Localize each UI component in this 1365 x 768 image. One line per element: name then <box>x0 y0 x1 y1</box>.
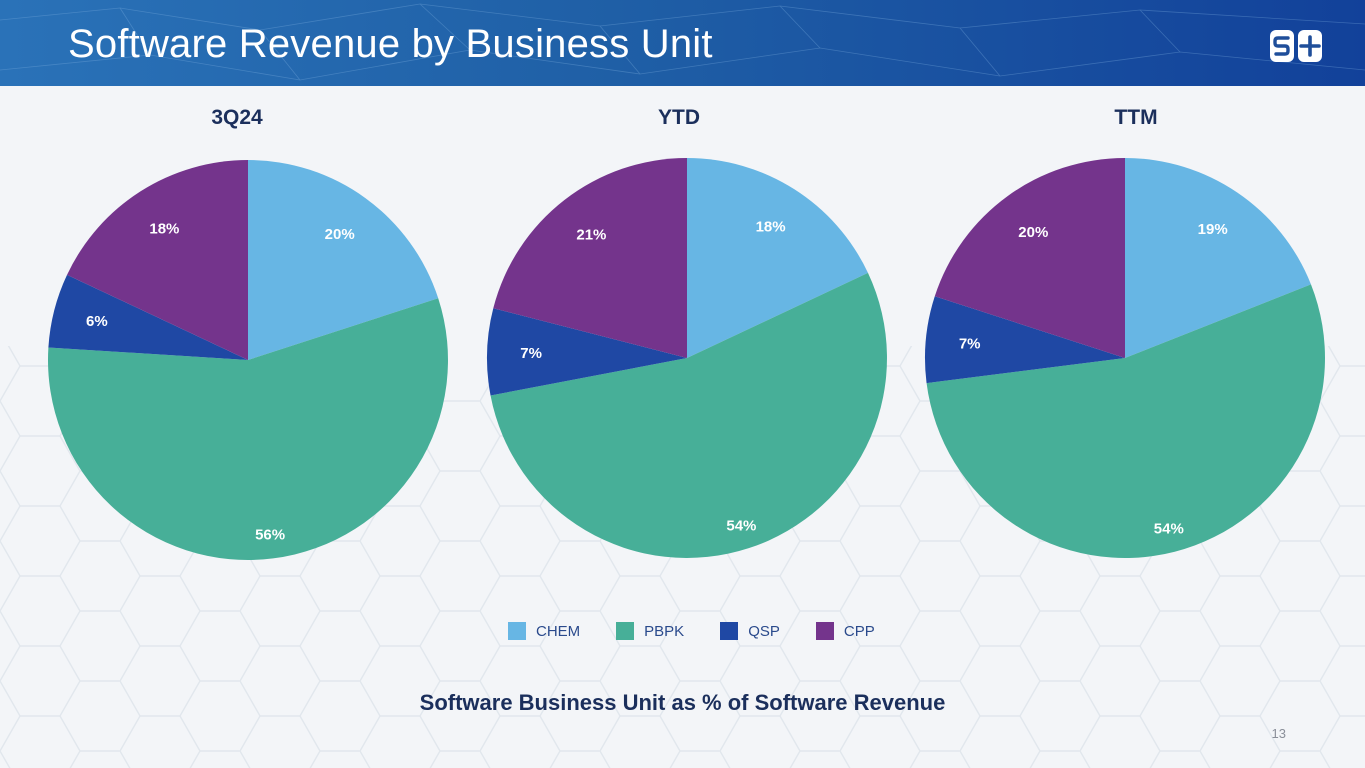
legend-swatch-chem <box>508 622 526 640</box>
slice-label-ytd-pbpk: 54% <box>726 517 756 534</box>
pie-slice-3q24-qsp <box>48 274 248 360</box>
pie-title-3q24: 3Q24 <box>211 106 263 129</box>
legend-swatch-cpp <box>815 622 834 640</box>
legend-label-pbpk: PBPK <box>644 622 685 640</box>
legend-label-cpp: CPP <box>843 622 875 640</box>
legend-swatch-pbpk <box>616 622 635 640</box>
slice-label-3q24-cpp: 18% <box>149 220 179 237</box>
pie-slice-ytd-cpp <box>493 158 687 358</box>
legend-item-pbpk: PBPK <box>616 622 684 640</box>
pie-title-ytd: YTD <box>658 106 700 129</box>
legend-item-qsp: QSP <box>720 622 780 640</box>
header-network-pattern <box>0 3 1365 81</box>
slice-label-ttm-chem: 19% <box>1198 221 1228 238</box>
pie-title-ttm: TTM <box>1114 106 1158 129</box>
pie-slice-3q24-cpp <box>67 159 248 360</box>
pie-slice-ttm-cpp <box>934 158 1125 358</box>
legend-swatch-qsp <box>720 622 739 640</box>
slice-label-ttm-qsp: 7% <box>959 335 981 352</box>
slice-label-3q24-pbpk: 56% <box>255 527 285 544</box>
legend-item-cpp: CPP <box>815 622 875 640</box>
slice-label-ttm-pbpk: 54% <box>1154 521 1184 538</box>
pie-slice-ttm-chem <box>1125 158 1311 358</box>
page-number: 13 <box>1271 726 1286 741</box>
page-title: Software Revenue by Business Unit <box>68 22 713 66</box>
pie-charts: 20% 56% 6% 18% 18% 54% 7% 21% 19% 54% 7% 20% <box>47 158 1326 560</box>
header-banner: Software Revenue by Business Unit <box>0 0 1365 86</box>
slice-label-ytd-cpp: 21% <box>576 227 606 244</box>
pie-slice-ytd-chem <box>687 158 868 358</box>
simulations-plus-logo-icon <box>1270 30 1322 62</box>
slice-label-ttm-cpp: 20% <box>1018 224 1048 241</box>
pie-slice-ytd-pbpk <box>490 272 887 558</box>
pie-slice-3q24-chem <box>248 160 439 360</box>
chart-legend: CHEM PBPK QSP CPP <box>508 620 888 642</box>
slice-label-ytd-qsp: 7% <box>520 345 542 362</box>
pie-slice-3q24-pbpk <box>47 298 448 560</box>
pie-slice-ttm-qsp <box>925 296 1125 384</box>
chart-subtitle: Software Business Unit as % of Software … <box>419 690 946 715</box>
legend-label-chem: CHEM <box>536 622 581 640</box>
pie-slice-ttm-pbpk <box>926 284 1326 558</box>
slice-label-3q24-chem: 20% <box>325 226 355 243</box>
slice-label-3q24-qsp: 6% <box>86 313 108 330</box>
pie-slice-ytd-qsp <box>486 308 687 396</box>
slice-label-ytd-chem: 18% <box>756 218 786 235</box>
legend-label-qsp: QSP <box>748 622 780 640</box>
legend-item-chem: CHEM <box>508 622 580 640</box>
